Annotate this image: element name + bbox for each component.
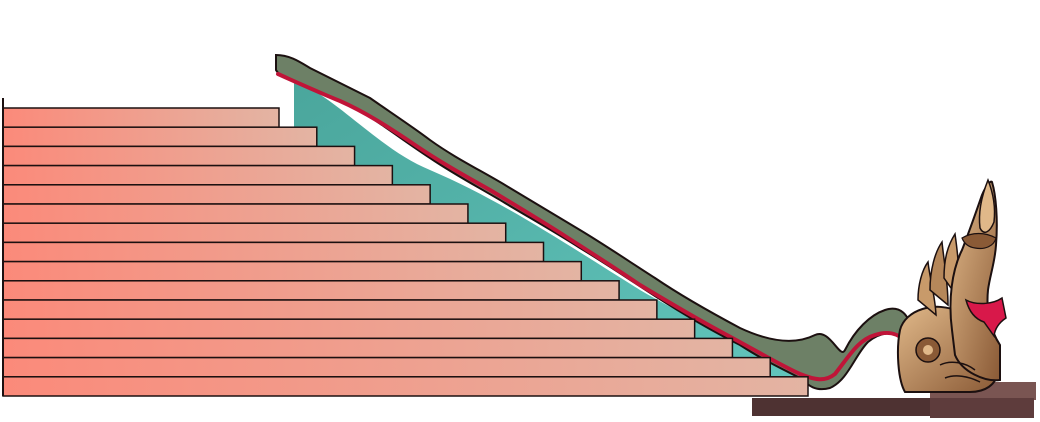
stair-step — [2, 299, 658, 320]
stair-step — [2, 337, 734, 359]
railing-red-stripe — [276, 72, 908, 382]
stair-step — [2, 376, 809, 397]
stair-step — [2, 164, 394, 186]
stair-step — [2, 260, 583, 282]
stair-step — [2, 203, 469, 224]
stair-step — [2, 126, 318, 148]
stair-step — [2, 241, 545, 263]
naga-serpent-icon — [896, 177, 1007, 393]
stair-step — [2, 318, 696, 340]
stair-step — [2, 145, 356, 167]
stair-step — [2, 107, 280, 128]
stair-step — [2, 280, 620, 301]
stair-step — [2, 222, 507, 244]
stair-step — [2, 184, 431, 205]
staircase-steps — [2, 107, 809, 397]
stair-step — [2, 356, 771, 378]
